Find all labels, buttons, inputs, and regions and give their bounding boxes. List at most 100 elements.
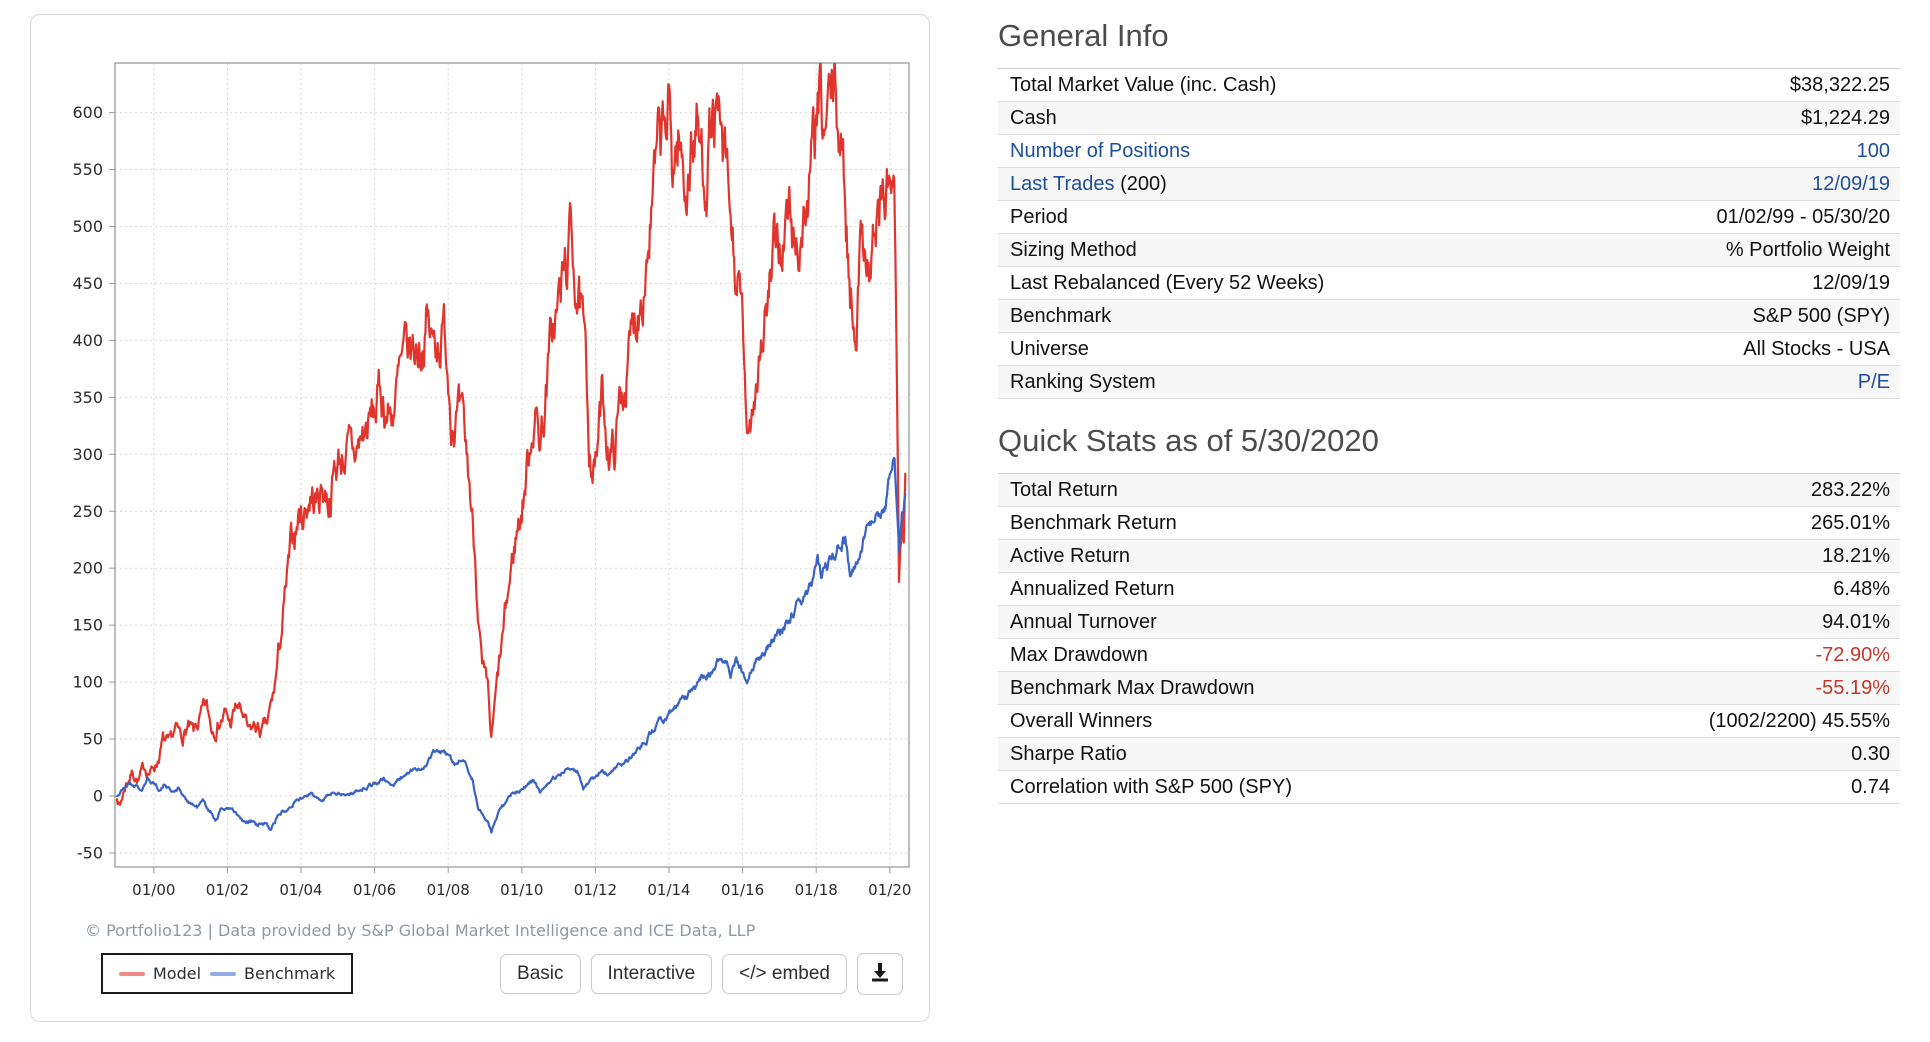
row-label-suffix: (200): [1114, 172, 1167, 195]
number-of-positions-link[interactable]: Number of Positions: [1010, 139, 1191, 162]
benchmark-max-drawdown-value: -55.19%: [1815, 676, 1891, 699]
svg-text:01/04: 01/04: [279, 881, 322, 899]
table-row: Sharpe Ratio 0.30: [998, 738, 1900, 771]
performance-chart: -50 0 50 100 150 200 250 300 350 400 450 500 550 600 0…: [72, 62, 911, 899]
table-row: Annualized Return 6.48%: [998, 573, 1900, 606]
legend-entry-model: Model: [119, 964, 201, 983]
table-row: Benchmark Return 265.01%: [998, 507, 1900, 540]
table-row: Ranking System P/E: [998, 366, 1900, 399]
row-value[interactable]: 100: [1856, 139, 1890, 162]
table-row: Benchmark S&P 500 (SPY): [998, 300, 1900, 333]
svg-text:01/10: 01/10: [500, 881, 543, 899]
quick-stats-table: Total Return 283.22% Benchmark Return 26…: [998, 473, 1900, 804]
row-label: Last Rebalanced (Every 52 Weeks): [1010, 271, 1325, 294]
row-value: 94.01%: [1822, 610, 1890, 633]
svg-text:01/16: 01/16: [721, 881, 764, 899]
row-label: Last Trades (200): [1010, 173, 1167, 196]
download-button[interactable]: [857, 953, 903, 995]
chart-legend: Model Benchmark: [101, 953, 354, 995]
table-row: Overall Winners (1002/2200) 45.55%: [998, 705, 1900, 738]
svg-text:550: 550: [72, 160, 103, 179]
basic-button[interactable]: Basic: [500, 953, 581, 995]
row-label: Annualized Return: [1010, 577, 1175, 600]
embed-button[interactable]: </> embed: [722, 953, 847, 995]
model-line-swatch: [119, 971, 145, 976]
svg-text:250: 250: [72, 502, 103, 521]
row-value: 01/02/99 - 05/30/20: [1716, 205, 1890, 228]
svg-text:100: 100: [72, 673, 103, 692]
row-label: Correlation with S&P 500 (SPY): [1010, 775, 1292, 798]
row-value: S&P 500 (SPY): [1752, 304, 1890, 327]
svg-text:01/08: 01/08: [427, 881, 470, 899]
legend-label: Benchmark: [244, 964, 336, 984]
quick-stats-title: Quick Stats as of 5/30/2020: [998, 423, 1379, 458]
table-row: Max Drawdown -72.90%: [998, 639, 1900, 672]
row-value: 6.48%: [1833, 577, 1890, 600]
table-row: Benchmark Max Drawdown -55.19%: [998, 672, 1900, 705]
row-value: % Portfolio Weight: [1725, 238, 1890, 261]
row-label: Benchmark Max Drawdown: [1010, 676, 1255, 699]
svg-text:01/12: 01/12: [574, 881, 617, 899]
general-info-table: Total Market Value (inc. Cash) $38,322.2…: [998, 68, 1900, 399]
legend-label: Model: [153, 964, 202, 984]
svg-text:01/14: 01/14: [647, 881, 690, 899]
row-value: All Stocks - USA: [1743, 337, 1890, 360]
svg-text:01/20: 01/20: [868, 881, 911, 899]
row-value[interactable]: 12/09/19: [1812, 172, 1890, 195]
row-value: $1,224.29: [1801, 106, 1890, 129]
row-label: Total Return: [1010, 478, 1118, 501]
table-row: Active Return 18.21%: [998, 540, 1900, 573]
row-label: Period: [1010, 205, 1068, 228]
svg-text:0: 0: [93, 787, 103, 806]
benchmark-line-swatch: [210, 971, 237, 976]
svg-text:350: 350: [72, 388, 103, 407]
row-label: Universe: [1010, 337, 1089, 360]
svg-text:50: 50: [83, 730, 103, 749]
svg-text:200: 200: [72, 559, 103, 578]
chart-attribution: © Portfolio123 | Data provided by S&P Gl…: [85, 921, 756, 940]
table-row: Last Rebalanced (Every 52 Weeks) 12/09/1…: [998, 267, 1900, 300]
table-row: Period 01/02/99 - 05/30/20: [998, 201, 1900, 234]
table-row: Cash $1,224.29: [998, 102, 1900, 135]
row-value: $38,322.25: [1789, 73, 1890, 96]
chart-buttons: Basic Interactive </> embed: [500, 953, 903, 995]
row-label: Sizing Method: [1010, 238, 1137, 261]
table-row: Total Market Value (inc. Cash) $38,322.2…: [998, 69, 1900, 102]
svg-text:01/00: 01/00: [132, 881, 175, 899]
row-value: 0.30: [1851, 742, 1890, 765]
row-label: Ranking System: [1010, 370, 1156, 393]
interactive-button[interactable]: Interactive: [590, 953, 713, 995]
download-icon: [870, 963, 890, 987]
general-info-title: General Info: [998, 18, 1169, 53]
table-row: Correlation with S&P 500 (SPY) 0.74: [998, 771, 1900, 804]
svg-text:450: 450: [72, 274, 103, 293]
max-drawdown-value: -72.90%: [1815, 643, 1891, 666]
row-value: 0.74: [1851, 775, 1890, 798]
row-value: 283.22%: [1811, 478, 1890, 501]
row-label: Annual Turnover: [1010, 610, 1157, 633]
row-label: Overall Winners: [1010, 709, 1153, 732]
row-label: Benchmark: [1010, 304, 1112, 327]
svg-text:01/02: 01/02: [206, 881, 249, 899]
table-row: Total Return 283.22%: [998, 474, 1900, 507]
row-label: Cash: [1010, 106, 1057, 129]
svg-text:01/18: 01/18: [795, 881, 838, 899]
table-row: Universe All Stocks - USA: [998, 333, 1900, 366]
info-panel: General Info Total Market Value (inc. Ca…: [998, 18, 1900, 804]
last-trades-link[interactable]: Last Trades: [1010, 172, 1115, 195]
chart-footer: Model Benchmark Basic Interactive </> em…: [101, 953, 903, 995]
svg-text:01/06: 01/06: [353, 881, 396, 899]
row-label: Sharpe Ratio: [1010, 742, 1127, 765]
row-value: (1002/2200) 45.55%: [1708, 709, 1890, 732]
table-row: Number of Positions 100: [998, 135, 1900, 168]
svg-text:500: 500: [72, 217, 103, 236]
row-label: Benchmark Return: [1010, 511, 1177, 534]
svg-text:-50: -50: [77, 843, 103, 862]
ranking-system-link[interactable]: P/E: [1857, 370, 1890, 393]
svg-text:150: 150: [72, 616, 103, 635]
row-label: Active Return: [1010, 544, 1131, 567]
row-value: 12/09/19: [1812, 271, 1890, 294]
table-row: Sizing Method % Portfolio Weight: [998, 234, 1900, 267]
table-row: Last Trades (200) 12/09/19: [998, 168, 1900, 201]
table-row: Annual Turnover 94.01%: [998, 606, 1900, 639]
